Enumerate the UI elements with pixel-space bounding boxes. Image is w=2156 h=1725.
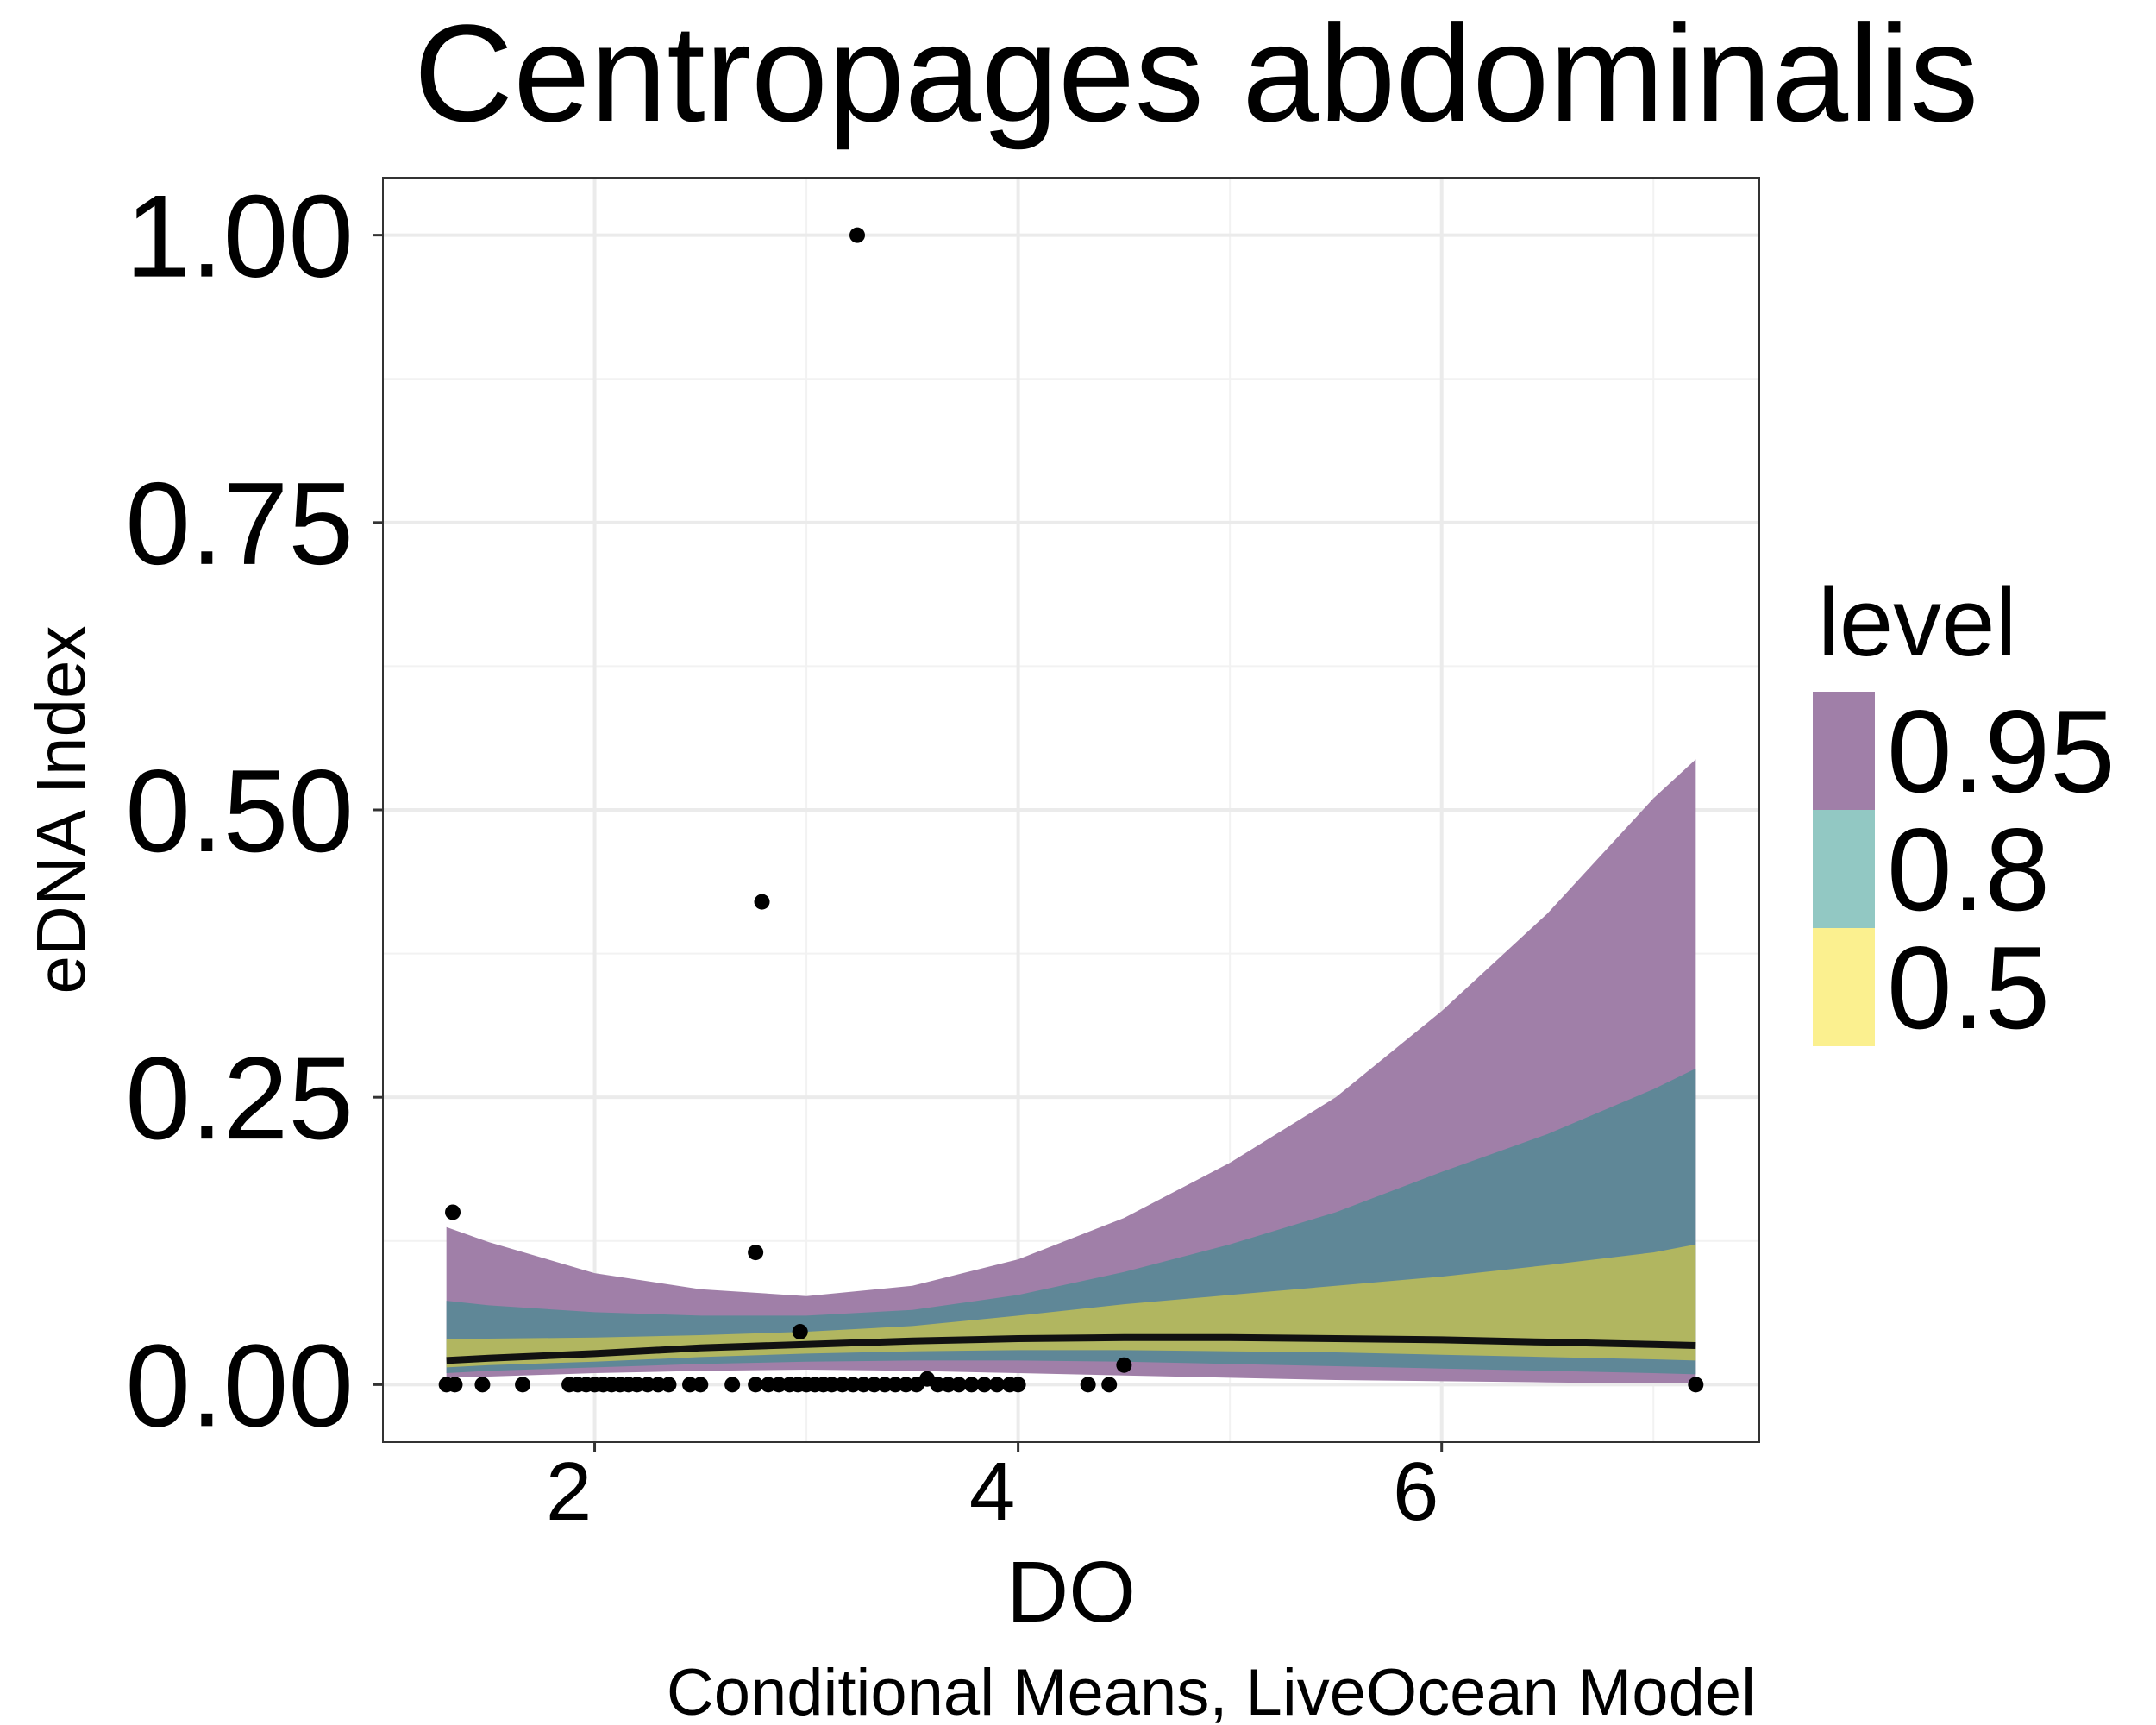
y-tick-label: 0.75 xyxy=(125,458,354,589)
data-point xyxy=(748,1377,764,1393)
chart-title: Centropages abdominalis xyxy=(414,0,1978,150)
data-point xyxy=(963,1377,980,1393)
data-point xyxy=(1688,1377,1704,1393)
x-tick-label: 4 xyxy=(969,1446,1015,1538)
data-point xyxy=(1010,1377,1026,1393)
data-point xyxy=(474,1377,491,1393)
data-point xyxy=(447,1377,463,1393)
x-tick-label: 2 xyxy=(546,1446,592,1538)
data-point xyxy=(849,227,866,243)
data-point xyxy=(661,1377,677,1393)
y-tick-label: 0.50 xyxy=(125,745,354,876)
x-axis: 2 4 6 xyxy=(546,1442,1444,1538)
data-point xyxy=(1116,1357,1132,1373)
legend-key-0.95 xyxy=(1813,692,1875,810)
legend-label: 0.5 xyxy=(1887,922,2050,1053)
y-axis: 0.00 0.25 0.50 0.75 1.00 xyxy=(125,171,383,1451)
legend-label: 0.8 xyxy=(1887,804,2050,935)
y-axis-label: eDNA Index xyxy=(22,626,99,994)
legend-title: level xyxy=(1818,568,2016,676)
data-point xyxy=(445,1204,461,1220)
data-point xyxy=(515,1377,531,1393)
conditional-mean-line xyxy=(446,1333,1696,1364)
mean-line xyxy=(446,1333,1696,1364)
legend-key-0.8 xyxy=(1813,810,1875,928)
y-tick-label: 0.00 xyxy=(125,1320,354,1451)
chart-caption: Conditional Means, LiveOcean Model xyxy=(667,1656,1756,1725)
data-point xyxy=(989,1377,1006,1393)
data-point xyxy=(1080,1377,1096,1393)
x-axis-label: DO xyxy=(1006,1544,1136,1640)
data-point xyxy=(792,1324,808,1340)
legend-entries: 0.950.80.5 xyxy=(1813,686,2115,1053)
legend-key-0.5 xyxy=(1813,928,1875,1046)
legend: level 0.950.80.5 xyxy=(1813,568,2115,1053)
x-tick-label: 6 xyxy=(1393,1446,1438,1538)
data-point xyxy=(693,1377,709,1393)
data-point xyxy=(950,1377,967,1393)
data-point xyxy=(748,1245,764,1261)
y-tick-label: 1.00 xyxy=(125,171,354,302)
data-point xyxy=(976,1377,993,1393)
data-point xyxy=(754,894,770,910)
data-point xyxy=(724,1377,741,1393)
data-point xyxy=(1101,1377,1118,1393)
y-tick-label: 0.25 xyxy=(125,1032,354,1164)
observed-points xyxy=(438,227,1704,1393)
legend-label: 0.95 xyxy=(1887,686,2115,817)
